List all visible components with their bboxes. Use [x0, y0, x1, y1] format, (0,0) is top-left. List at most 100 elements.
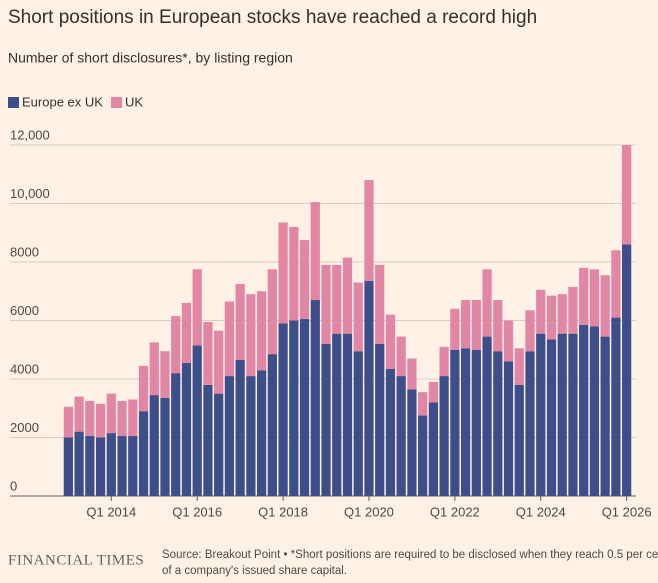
bar-segment	[267, 354, 277, 496]
bar-segment	[525, 351, 535, 496]
bar-segment	[63, 406, 73, 438]
bar-segment	[439, 376, 449, 496]
bar-segment	[557, 333, 567, 496]
bar-segment	[138, 411, 149, 496]
bar-segment	[622, 145, 632, 245]
bar-segment	[493, 351, 503, 496]
bar-segment	[375, 264, 385, 344]
y-tick-label: 0	[10, 478, 17, 493]
bar-segment	[568, 286, 578, 334]
bar-segment	[256, 370, 267, 496]
bar-segment	[321, 343, 331, 496]
bar-segment	[278, 222, 288, 324]
bar-segment	[364, 281, 374, 496]
bar-segment	[514, 384, 524, 496]
bar-segment	[85, 436, 95, 496]
bar-segment	[214, 393, 224, 496]
bar-segment	[74, 396, 84, 432]
source: Source: Breakout Point • *Short position…	[162, 549, 658, 561]
bar-segment	[332, 333, 342, 496]
bar-segment	[342, 257, 353, 334]
y-tick-label: 2000	[10, 420, 39, 435]
bar-segment	[536, 289, 546, 334]
bar-segment	[299, 240, 310, 320]
legend-swatch	[110, 97, 122, 108]
x-tick-label: Q1 2014	[86, 504, 136, 519]
bar-segment	[224, 301, 235, 377]
bar-segment	[278, 323, 288, 496]
bar-segment	[439, 346, 449, 377]
bar-segment	[364, 180, 374, 282]
brand: FINANCIAL TIMES	[8, 552, 144, 568]
bar-segment	[375, 343, 385, 496]
y-tick-label: 10,000	[10, 186, 50, 201]
bar-segment	[536, 333, 546, 496]
bar-segment	[224, 376, 235, 496]
bar-segment	[525, 310, 535, 352]
y-tick-label: 4000	[10, 361, 39, 376]
bar-segment	[332, 264, 342, 334]
chart-subtitle: Number of short disclosures*, by listing…	[8, 50, 293, 66]
bar-segment	[85, 400, 95, 437]
bar-segment	[622, 244, 632, 496]
bar-segment	[299, 319, 310, 496]
bar-segment	[149, 342, 159, 396]
x-tick-label: Q1 2018	[258, 504, 308, 519]
bar-segment	[428, 402, 439, 496]
legend-label: Europe ex UK	[22, 94, 103, 109]
bar-segment	[171, 316, 181, 374]
bar-segment	[203, 321, 213, 385]
bar-segment	[117, 400, 127, 437]
bar-segment	[579, 267, 589, 325]
bar-segment	[63, 437, 73, 496]
bar-segment	[546, 339, 557, 496]
bar-segment	[418, 392, 428, 416]
y-tick-label: 6000	[10, 303, 39, 318]
bar-segment	[235, 359, 245, 496]
bar-segment	[396, 336, 406, 377]
bar-segment	[493, 300, 503, 352]
bar-segment	[450, 308, 460, 350]
bar-segment	[203, 384, 213, 496]
bar-segment	[95, 437, 106, 496]
bar-segment	[514, 348, 524, 385]
bar-segment	[289, 320, 299, 496]
bar-segment	[600, 336, 610, 496]
bar-segment	[482, 336, 492, 496]
bar-segment	[267, 269, 277, 355]
bar-segment	[149, 395, 159, 496]
bar-segment	[353, 351, 363, 496]
bar-segment	[579, 324, 589, 496]
bar-segment	[482, 269, 492, 337]
legend-label: UK	[125, 94, 143, 109]
bar-segment	[611, 317, 621, 496]
bar-segment	[342, 333, 353, 496]
bar-segment	[246, 376, 256, 496]
bar-segment	[310, 300, 320, 496]
bar-segment	[460, 348, 471, 496]
bar-segment	[138, 365, 149, 412]
bar-segment	[95, 403, 106, 438]
bar-segment	[310, 202, 320, 301]
bar-segment	[471, 349, 481, 496]
bar-segment	[611, 250, 621, 318]
bar-segment	[557, 294, 567, 334]
legend-swatch	[8, 97, 19, 108]
bar-segment	[407, 358, 417, 390]
bar-segment	[181, 362, 192, 496]
bar-segment	[106, 433, 116, 496]
bar-segment	[235, 283, 245, 360]
y-tick-label: 12,000	[10, 127, 50, 142]
bar-segment	[214, 330, 224, 394]
x-tick-label: Q1 2016	[172, 504, 222, 519]
chart-title: Short positions in European stocks have …	[8, 7, 537, 28]
bar-segment	[546, 295, 557, 340]
bar-segment	[289, 226, 299, 321]
bar-segment	[128, 399, 138, 437]
bar-segment	[589, 269, 600, 327]
bar-segment	[471, 300, 481, 350]
bar-segment	[407, 389, 417, 496]
bar-segment	[600, 275, 610, 337]
bar-segment	[74, 431, 84, 496]
